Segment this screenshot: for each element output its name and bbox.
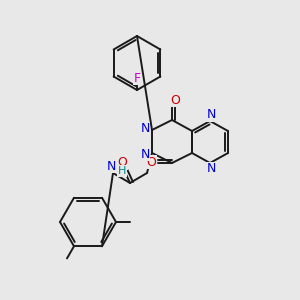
Text: H: H [118,166,126,176]
Text: N: N [140,122,150,136]
Text: N: N [140,148,150,160]
Text: N: N [106,160,116,172]
Text: N: N [206,109,216,122]
Text: O: O [117,157,127,169]
Text: O: O [170,94,180,106]
Text: F: F [134,71,141,85]
Text: N: N [206,163,216,176]
Text: O: O [146,155,156,169]
